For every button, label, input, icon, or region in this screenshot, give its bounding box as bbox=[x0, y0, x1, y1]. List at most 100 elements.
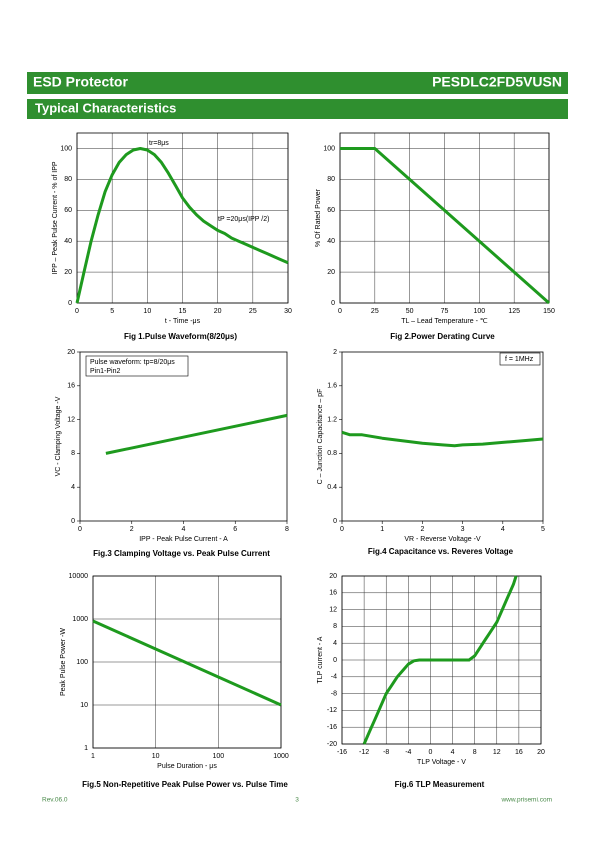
x-tick-label: 0 bbox=[78, 526, 82, 533]
y-tick-label: -20 bbox=[327, 741, 337, 748]
annotation-box bbox=[499, 352, 541, 366]
y-axis-label: Peak Pulse Power -W bbox=[60, 628, 67, 696]
y-tick-label: -4 bbox=[331, 674, 337, 681]
plot-frame bbox=[76, 132, 289, 304]
y-tick-label: 40 bbox=[64, 238, 72, 245]
x-tick-label: 50 bbox=[406, 308, 414, 315]
data-line bbox=[105, 413, 288, 455]
x-tick-label: 4 bbox=[182, 526, 186, 533]
y-tick-label: 0 bbox=[333, 657, 337, 664]
x-tick-label: 1 bbox=[91, 753, 95, 760]
data-line bbox=[341, 430, 544, 448]
annotation: tr=8μs bbox=[149, 140, 169, 147]
y-tick-label: 0 bbox=[68, 300, 72, 307]
x-tick-label: 0 bbox=[75, 308, 79, 315]
y-tick-label: 1 bbox=[84, 745, 88, 752]
y-tick-label: 4 bbox=[71, 484, 75, 491]
x-tick-label: 30 bbox=[284, 308, 292, 315]
y-axis-label: C – Junction Capacitance – pF bbox=[317, 389, 324, 485]
y-tick-label: 20 bbox=[64, 269, 72, 276]
x-tick-label: 150 bbox=[543, 308, 555, 315]
x-tick-label: 3 bbox=[461, 526, 465, 533]
x-tick-label: 5 bbox=[110, 308, 114, 315]
x-tick-label: 8 bbox=[473, 749, 477, 756]
plot-frame bbox=[341, 351, 544, 522]
x-tick-label: 10 bbox=[152, 753, 160, 760]
data-line bbox=[75, 147, 289, 304]
y-tick-label: 100 bbox=[60, 145, 72, 152]
x-tick-label: 100 bbox=[473, 308, 485, 315]
x-tick-label: 0 bbox=[428, 749, 432, 756]
annotation: Pin1-Pin2 bbox=[90, 368, 120, 375]
section-title: Typical Characteristics bbox=[35, 100, 176, 115]
chart-caption: Fig.5 Non-Repetitive Peak Pulse Power vs… bbox=[82, 780, 288, 789]
y-tick-label: -16 bbox=[327, 724, 337, 731]
x-axis-label: t - Time -μs bbox=[165, 318, 201, 325]
x-tick-label: 16 bbox=[515, 749, 523, 756]
x-tick-label: 8 bbox=[285, 526, 289, 533]
y-axis-label: IPP – Peak Pulse Current - % of IPP bbox=[52, 161, 59, 274]
y-tick-label: -8 bbox=[331, 690, 337, 697]
y-tick-label: 20 bbox=[329, 573, 337, 580]
chart-caption: Fig.6 TLP Measurement bbox=[395, 780, 485, 789]
x-tick-label: 2 bbox=[130, 526, 134, 533]
y-tick-label: 0 bbox=[331, 300, 335, 307]
data-line bbox=[362, 575, 518, 745]
data-line bbox=[92, 619, 282, 707]
x-tick-label: -4 bbox=[405, 749, 411, 756]
header-right: PESDLC2FD5VUSN bbox=[432, 74, 562, 90]
chart-caption: Fig.4 Capacitance vs. Reveres Voltage bbox=[368, 547, 514, 556]
y-tick-label: 12 bbox=[329, 606, 337, 613]
x-axis-label: IPP - Peak Pulse Current - A bbox=[139, 536, 228, 543]
y-tick-label: 12 bbox=[67, 416, 75, 423]
header-bar bbox=[27, 72, 568, 94]
y-tick-label: 60 bbox=[327, 207, 335, 214]
footer-center: 3 bbox=[295, 797, 299, 804]
x-axis-label: TLP Voltage - V bbox=[417, 759, 466, 766]
y-tick-label: 2 bbox=[333, 349, 337, 356]
header-left: ESD Protector bbox=[33, 74, 128, 90]
y-tick-label: 10000 bbox=[69, 573, 89, 580]
y-axis-label: TLP current - A bbox=[317, 636, 324, 683]
y-tick-label: 1.2 bbox=[327, 416, 337, 423]
y-tick-label: 4 bbox=[333, 640, 337, 647]
x-tick-label: 1 bbox=[380, 526, 384, 533]
plot-frame bbox=[341, 575, 542, 745]
y-tick-label: 60 bbox=[64, 207, 72, 214]
y-tick-label: 100 bbox=[323, 145, 335, 152]
y-axis-label: VC - Clamping Voltage -V bbox=[55, 396, 62, 476]
x-tick-label: 125 bbox=[508, 308, 520, 315]
y-tick-label: 10 bbox=[80, 702, 88, 709]
x-tick-label: -16 bbox=[337, 749, 347, 756]
section-bar bbox=[27, 99, 568, 119]
x-tick-label: 6 bbox=[233, 526, 237, 533]
plot-frame bbox=[92, 575, 282, 749]
x-axis-label: TL – Lead Temperature - ℃ bbox=[401, 318, 488, 325]
x-tick-label: 100 bbox=[212, 753, 224, 760]
annotation-box bbox=[85, 355, 189, 377]
x-tick-label: 20 bbox=[214, 308, 222, 315]
y-tick-label: 0.4 bbox=[327, 484, 337, 491]
x-tick-label: 10 bbox=[143, 308, 151, 315]
x-tick-label: 0 bbox=[340, 526, 344, 533]
y-tick-label: 20 bbox=[67, 349, 75, 356]
y-tick-label: 16 bbox=[329, 590, 337, 597]
x-axis-label: Pulse Duration - μs bbox=[157, 763, 217, 770]
plot-frame bbox=[79, 351, 288, 522]
chart-caption: Fig 2.Power Derating Curve bbox=[390, 332, 495, 341]
x-tick-label: 2 bbox=[420, 526, 424, 533]
x-tick-label: 25 bbox=[249, 308, 257, 315]
footer-left: Rev.06.0 bbox=[42, 797, 68, 804]
x-tick-label: -8 bbox=[383, 749, 389, 756]
y-tick-label: 16 bbox=[67, 383, 75, 390]
x-tick-label: 4 bbox=[501, 526, 505, 533]
y-tick-label: 1000 bbox=[72, 616, 88, 623]
annotation: f = 1MHz bbox=[505, 356, 534, 363]
annotation: Pulse waveform: tp=8/20μs bbox=[90, 359, 175, 366]
y-tick-label: 0 bbox=[71, 518, 75, 525]
y-tick-label: 0 bbox=[333, 518, 337, 525]
footer-right: www.prisemi.com bbox=[500, 797, 552, 804]
y-axis-label: % Of Rated Power bbox=[315, 188, 322, 247]
annotation: tP =20μs(IPP /2) bbox=[218, 216, 269, 223]
y-tick-label: 1.6 bbox=[327, 383, 337, 390]
